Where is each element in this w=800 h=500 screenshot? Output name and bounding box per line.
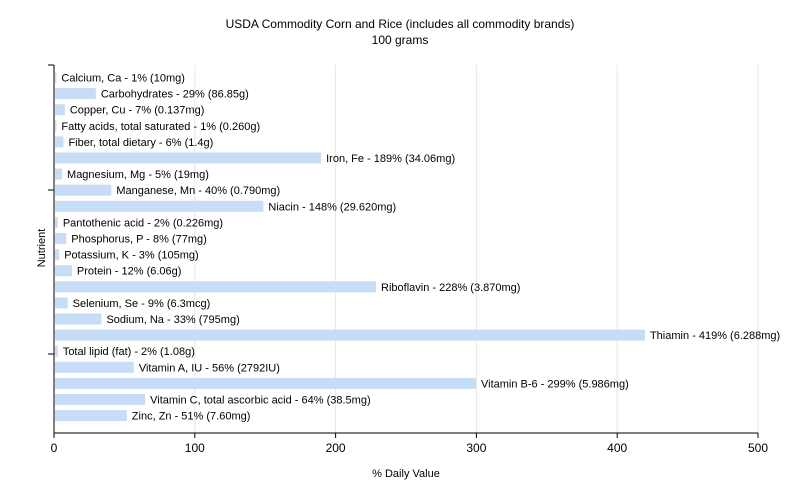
bar-label: Potassium, K - 3% (105mg) — [64, 250, 199, 262]
bar — [55, 281, 377, 293]
bar-label: Fatty acids, total saturated - 1% (0.260… — [61, 121, 260, 133]
axes: 0 100 200 300 400 500 — [48, 64, 768, 455]
bar — [55, 184, 112, 196]
x-tick-label: 300 — [466, 441, 486, 455]
bar-label: Sodium, Na - 33% (795mg) — [106, 314, 239, 326]
bar — [55, 72, 57, 83]
bar — [55, 345, 58, 357]
gridlines — [194, 65, 759, 433]
bar-label: Niacin - 148% (29.620mg) — [268, 201, 396, 213]
x-tick-label: 500 — [748, 441, 768, 455]
bar-label: Magnesium, Mg - 5% (19mg) — [67, 169, 209, 181]
bar — [55, 265, 72, 277]
bar — [55, 200, 264, 212]
bar — [55, 152, 322, 164]
bar — [55, 297, 68, 309]
x-tick-label: 200 — [326, 441, 346, 455]
bar — [55, 136, 64, 148]
bars: Calcium, Ca - 1% (10mg) Carbohydrates - 2… — [55, 72, 780, 423]
bar — [55, 88, 96, 100]
bar — [55, 249, 60, 261]
bar-label: Total lipid (fat) - 2% (1.08g) — [63, 346, 195, 358]
bar-label: Calcium, Ca - 1% (10mg) — [61, 73, 184, 85]
x-tick-label: 100 — [185, 441, 205, 455]
bar — [55, 394, 146, 405]
bar-label: Zinc, Zn - 51% (7.60mg) — [132, 411, 251, 423]
bar-label: Carbohydrates - 29% (86.85g) — [101, 89, 249, 101]
chart-subtitle: 100 grams — [371, 33, 429, 47]
x-axis-label: % Daily Value — [372, 468, 440, 480]
bar-label: Fiber, total dietary - 6% (1.4g) — [68, 137, 213, 149]
bar-label: Selenium, Se - 9% (6.3mcg) — [73, 298, 211, 310]
bar — [55, 104, 65, 116]
bar — [55, 329, 645, 341]
bar — [55, 361, 134, 373]
bar — [55, 313, 102, 325]
bar-label: Vitamin A, IU - 56% (2792IU) — [139, 362, 280, 374]
bar-label: Copper, Cu - 7% (0.137mg) — [70, 105, 205, 117]
chart-title: USDA Commodity Corn and Rice (includes a… — [225, 17, 575, 31]
bar — [55, 410, 127, 422]
bar-label: Riboflavin - 228% (3.870mg) — [381, 282, 520, 294]
bar — [55, 120, 57, 132]
bar-label: Pantothenic acid - 2% (0.226mg) — [63, 217, 223, 229]
bar — [55, 233, 67, 244]
bar-label: Protein - 12% (6.06g) — [77, 266, 182, 278]
bar-label: Vitamin B-6 - 299% (5.986mg) — [481, 378, 629, 390]
bar-label: Thiamin - 419% (6.288mg) — [650, 330, 780, 342]
y-axis-label: Nutrient — [36, 229, 48, 268]
bar — [55, 216, 58, 228]
x-tick-label: 400 — [607, 441, 627, 455]
x-tick-label: 0 — [51, 441, 58, 455]
bar-label: Vitamin C, total ascorbic acid - 64% (38… — [150, 395, 371, 407]
bar-label: Iron, Fe - 189% (34.06mg) — [326, 153, 455, 165]
bar-label: Phosphorus, P - 8% (77mg) — [71, 234, 207, 246]
bar — [55, 377, 476, 389]
bar-label: Manganese, Mn - 40% (0.790mg) — [116, 185, 280, 197]
bar — [55, 168, 63, 180]
